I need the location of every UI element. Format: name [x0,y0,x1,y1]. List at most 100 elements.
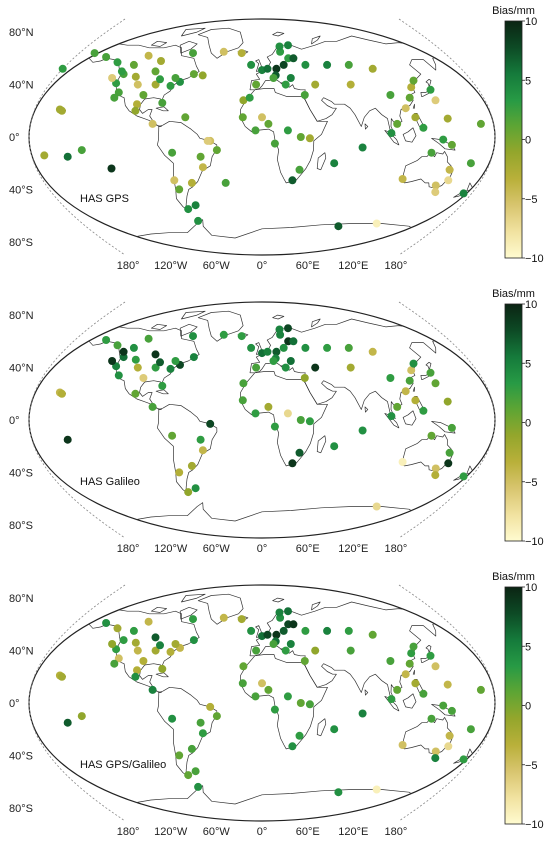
station-marker [405,376,414,385]
lat-tick-label: 40°N [9,80,34,92]
station-marker [281,80,290,89]
coastline-eurasia [249,601,443,703]
panel-label: HAS Galileo [80,476,140,488]
dateline-border [28,18,126,256]
station-marker [133,100,141,109]
station-marker [431,464,440,473]
station-marker [444,459,453,468]
colorbar-gradient [504,20,523,259]
coastline-svalbard [272,314,285,320]
station-marker [466,159,475,168]
coastline-new-guinea [431,420,456,434]
station-marker [191,484,200,493]
lon-tick-label: 0° [257,543,268,555]
station-marker [330,725,339,734]
colorbar-tick-label: −10 [525,819,544,831]
colorbar-gradient [504,303,523,542]
coastline-svalbard [272,31,285,37]
station-marker [133,80,142,89]
lat-tick-label: 0° [9,132,20,144]
station-marker [139,91,148,99]
station-marker [131,638,140,647]
station-marker [237,332,246,341]
colorbar-tick-label: 10 [525,16,537,28]
station-marker [238,113,247,122]
station-marker [439,701,448,710]
station-marker [279,60,288,69]
lat-tick-label: 80°N [9,593,34,605]
station-marker [131,389,140,398]
coastline-antarctica [97,219,427,239]
station-marker [263,64,272,73]
station-marker [272,347,281,356]
lon-tick-label: 120°E [338,260,368,272]
coastline-greenland [197,27,244,59]
station-marker [108,74,117,82]
station-marker [187,744,196,753]
station-marker [387,695,396,704]
station-marker [431,754,440,763]
station-marker [238,679,247,688]
station-marker [133,646,142,655]
coastline-greenland [197,593,244,625]
station-marker [427,431,436,440]
coastline-taiwan [412,669,415,675]
station-marker [401,670,410,679]
station-marker [346,363,355,372]
station-marker [368,630,377,639]
colorbar-tick-label: 0 [525,418,531,430]
station-marker [239,379,248,388]
station-marker [296,699,305,707]
station-marker [158,98,167,107]
station-marker [300,91,309,99]
station-marker [323,626,332,635]
station-marker [431,747,440,756]
station-marker [409,642,418,651]
coastline-ellesmere [181,593,206,603]
station-marker [171,357,180,365]
station-marker [110,659,119,668]
station-marker [283,409,292,418]
station-marker [444,742,453,751]
station-marker [198,163,207,172]
station-marker [139,657,148,665]
station-marker [405,93,414,102]
station-marker [447,140,456,149]
lat-tick-label: 80°N [9,310,34,322]
coastline-cuba [155,106,169,112]
station-marker [401,387,410,396]
station-marker [288,459,297,468]
station-marker [300,657,309,665]
station-marker [439,135,448,144]
colorbar-title: Bias/mm [492,5,535,17]
colorbar-tick-label: 0 [525,135,531,147]
lat-tick-label: 40°S [9,184,33,196]
colorbar-tick-label: 5 [525,358,531,370]
station-marker [102,336,111,344]
station-marker [187,178,196,187]
station-marker [113,58,122,67]
station-marker [443,397,452,406]
coastline-sri-lanka [364,406,369,413]
station-marker [156,75,164,84]
station-marker [368,347,377,356]
lon-tick-label: 120°W [154,826,188,838]
station-marker [187,461,196,470]
station-marker [148,119,157,128]
station-marker [305,700,314,709]
lat-tick-label: 40°N [9,646,34,658]
station-marker [279,343,288,352]
coastline-novaya-zemlya [311,318,321,328]
station-marker [386,657,395,665]
coastline-ellesmere [181,310,206,320]
station-marker [323,60,332,69]
station-marker [330,159,339,168]
station-marker [330,442,339,451]
coastline-north-america [88,43,200,127]
station-marker [411,396,420,405]
colorbar-tick-label: 0 [525,701,531,713]
station-marker [263,347,272,356]
station-marker [301,60,310,69]
